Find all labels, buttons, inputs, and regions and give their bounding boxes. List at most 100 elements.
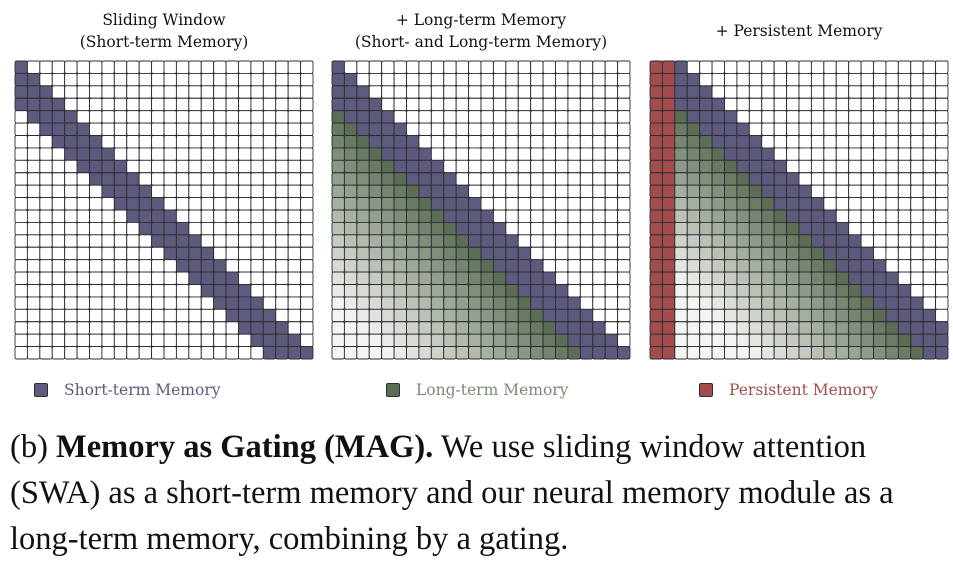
grid-cell-long-term (530, 321, 544, 335)
grid-cell-empty (89, 209, 103, 223)
grid-cell-empty (39, 172, 53, 186)
grid-cell-short-term (14, 60, 28, 74)
grid-cell-long-term (736, 271, 750, 285)
grid-cell-empty (126, 85, 140, 99)
grid-cell-empty (287, 271, 302, 285)
grid-cell-short-term (604, 333, 619, 348)
grid-cell-empty (126, 308, 140, 323)
grid-cell-empty (113, 246, 128, 261)
grid-cell-empty (935, 284, 949, 298)
grid-cell-empty (287, 159, 302, 174)
grid-cell-empty (250, 209, 264, 223)
grid-cell-empty (922, 184, 937, 199)
grid-cell-empty (14, 271, 28, 285)
grid-cell-long-term (748, 259, 763, 273)
grid-cell-empty (835, 60, 850, 74)
grid-cell-long-term (455, 259, 470, 273)
grid-cell-empty (897, 221, 912, 236)
grid-cell-empty (567, 271, 581, 285)
grid-cell-short-term (343, 72, 358, 87)
grid-cell-empty (163, 346, 177, 360)
grid-cell-empty (810, 122, 825, 136)
grid-cell-long-term (356, 259, 370, 273)
grid-cell-empty (200, 346, 215, 360)
grid-cell-long-term (406, 221, 420, 236)
grid-cell-empty (89, 333, 103, 348)
grid-cell-empty (455, 159, 470, 174)
grid-cell-empty (356, 72, 370, 87)
grid-cell-empty (555, 184, 569, 199)
grid-cell-empty (275, 234, 289, 248)
grid-cell-long-term (468, 346, 482, 360)
grid-cell-empty (275, 72, 289, 87)
grid-cell-empty (188, 72, 202, 87)
grid-cell-empty (101, 209, 115, 223)
grid-cell-empty (213, 122, 227, 136)
grid-cell-empty (76, 321, 90, 335)
grid-cell-short-term (910, 321, 924, 335)
grid-cell-empty (897, 122, 912, 136)
grid-cell-empty (238, 234, 252, 248)
grid-cell-long-term (835, 333, 850, 348)
grid-cell-empty (300, 172, 314, 186)
grid-cell-empty (101, 135, 115, 149)
grid-cell-persistent (661, 60, 676, 74)
grid-cell-empty (935, 135, 949, 149)
grid-cell-empty (897, 97, 912, 112)
grid-cell-short-term (468, 197, 482, 211)
grid-cell-empty (567, 85, 581, 99)
grid-cell-short-term (810, 221, 825, 236)
grid-cell-empty (505, 197, 519, 211)
grid-cell-long-term (430, 271, 445, 285)
grid-cell-empty (76, 110, 90, 124)
grid-cell-persistent (661, 147, 676, 161)
grid-cell-short-term (250, 321, 264, 335)
grid-cell-short-term (468, 209, 482, 223)
grid-cell-short-term (331, 60, 345, 74)
grid-cell-long-term (848, 333, 862, 348)
grid-cell-long-term (798, 333, 812, 348)
grid-cell-empty (443, 72, 457, 87)
grid-cell-short-term (200, 271, 215, 285)
grid-cell-empty (64, 172, 78, 186)
grid-cell-empty (617, 246, 631, 261)
grid-cell-empty (848, 197, 862, 211)
grid-cell-empty (64, 346, 78, 360)
grid-cell-empty (76, 308, 90, 323)
grid-cell-long-term (343, 259, 358, 273)
grid-cell-empty (922, 135, 937, 149)
grid-cell-empty (617, 135, 631, 149)
grid-cell-empty (138, 246, 153, 261)
grid-cell-empty (287, 97, 302, 112)
grid-cell-empty (406, 110, 420, 124)
grid-cell-empty (250, 60, 264, 74)
grid-cell-short-term (406, 135, 420, 149)
grid-cell-empty (922, 110, 937, 124)
grid-cell-long-term (381, 234, 395, 248)
grid-cell-long-term (761, 308, 775, 323)
grid-cell-long-term (823, 271, 837, 285)
grid-cell-empty (530, 246, 544, 261)
grid-cell-empty (101, 72, 115, 87)
grid-cell-long-term (885, 333, 899, 348)
grid-cell-empty (530, 221, 544, 236)
grid-cell-long-term (736, 221, 750, 236)
grid-cell-long-term (873, 333, 887, 348)
grid-cell-empty (300, 234, 314, 248)
grid-cell-long-term (430, 221, 445, 236)
grid-cell-long-term (848, 308, 862, 323)
grid-cell-short-term (736, 135, 750, 149)
grid-cell-short-term (897, 296, 912, 310)
grid-cell-long-term (711, 346, 725, 360)
grid-cell-empty (897, 246, 912, 261)
grid-cell-empty (200, 184, 215, 199)
grid-cell-empty (505, 209, 519, 223)
grid-cell-empty (455, 147, 470, 161)
grid-cell-empty (711, 60, 725, 74)
grid-cell-empty (262, 60, 277, 74)
grid-cell-empty (786, 60, 800, 74)
grid-cell-short-term (592, 333, 606, 348)
grid-cell-empty (873, 60, 887, 74)
grid-cell-empty (455, 135, 470, 149)
grid-cell-empty (897, 271, 912, 285)
